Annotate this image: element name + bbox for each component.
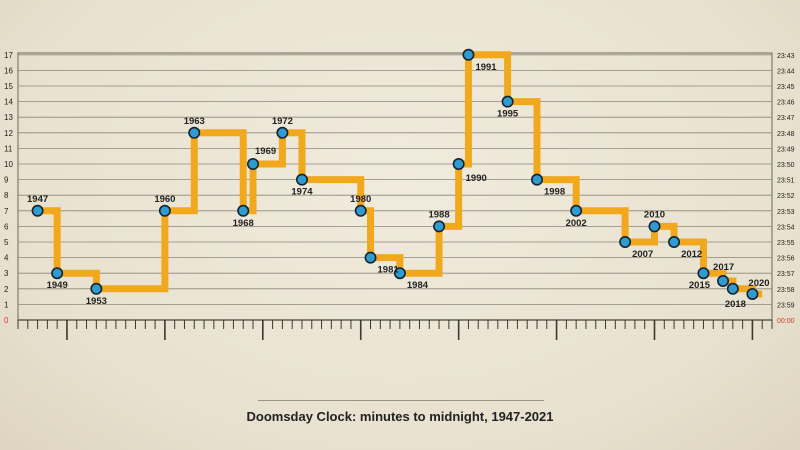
right-tick-label: 23:46 <box>777 100 795 107</box>
point-2017 <box>717 274 730 287</box>
right-tick-label: 23:53 <box>777 209 795 216</box>
y-tick-label: 9 <box>4 176 9 185</box>
y-tick-label: 17 <box>4 51 13 60</box>
point-1947 <box>31 204 44 217</box>
right-tick-label: 23:55 <box>777 240 795 247</box>
y-tick-label: 15 <box>4 82 13 91</box>
point-1963 <box>188 126 201 139</box>
point-label-1984: 1984 <box>407 280 429 291</box>
point-1980 <box>354 204 367 217</box>
point-1984 <box>393 267 406 280</box>
point-label-1947: 1947 <box>27 194 48 205</box>
y-tick-label: 6 <box>4 222 9 231</box>
y-tick-label: 12 <box>4 129 13 138</box>
point-label-1998: 1998 <box>544 187 565 198</box>
y-tick-label: 13 <box>4 113 13 122</box>
point-label-1988: 1988 <box>428 209 449 220</box>
y-tick-label: 16 <box>4 66 13 75</box>
chart-title: Doomsday Clock: minutes to midnight, 194… <box>246 409 554 424</box>
right-tick-label: 00:00 <box>777 318 795 325</box>
point-label-2002: 2002 <box>566 218 587 229</box>
point-label-1963: 1963 <box>184 116 205 127</box>
point-2010 <box>648 220 661 233</box>
right-tick-label: 23:51 <box>777 178 795 185</box>
right-tick-label: 23:49 <box>777 146 795 153</box>
title-divider <box>258 400 544 401</box>
point-2002 <box>570 204 583 217</box>
point-2018 <box>726 282 739 295</box>
right-tick-label: 23:57 <box>777 271 795 278</box>
plot-border <box>17 52 773 321</box>
point-2012 <box>668 236 681 249</box>
right-tick-label: 23:48 <box>777 131 795 138</box>
point-label-2007: 2007 <box>632 249 653 260</box>
point-1974 <box>295 173 308 186</box>
point-2020 <box>746 287 759 300</box>
y-tick-label: 4 <box>4 254 9 263</box>
point-label-2012: 2012 <box>681 249 702 260</box>
point-label-2018: 2018 <box>725 299 746 310</box>
right-tick-label: 23:54 <box>777 224 795 231</box>
y-axis-right: 00:00 23:59 23:58 23:57 23:56 23:55 23:54 23:53… <box>777 53 795 325</box>
y-tick-label: 10 <box>4 160 13 169</box>
point-1969 <box>247 158 260 171</box>
point-label-1953: 1953 <box>86 296 107 307</box>
right-tick-label: 23:59 <box>777 302 795 309</box>
y-tick-label: 2 <box>4 285 9 294</box>
right-tick-label: 23:43 <box>777 53 795 60</box>
y-tick-label: 1 <box>4 300 9 309</box>
point-label-1991: 1991 <box>475 62 497 73</box>
x-axis <box>17 319 773 340</box>
grid-lines <box>18 54 772 305</box>
point-label-1981: 1981 <box>378 265 400 276</box>
right-tick-label: 23:47 <box>777 115 795 122</box>
point-1988 <box>433 220 446 233</box>
right-tick-label: 23:50 <box>777 162 795 169</box>
point-1960 <box>158 204 171 217</box>
y-tick-label: 14 <box>4 98 13 107</box>
point-label-1949: 1949 <box>47 280 68 291</box>
point-label-1960: 1960 <box>154 194 175 205</box>
point-1998 <box>530 173 543 186</box>
y-tick-label: 3 <box>4 269 9 278</box>
point-label-1990: 1990 <box>466 173 487 184</box>
point-label-2015: 2015 <box>689 280 711 291</box>
point-label-1972: 1972 <box>272 116 293 127</box>
step-line <box>37 51 763 298</box>
point-label-1995: 1995 <box>497 109 519 120</box>
right-tick-label: 23:52 <box>777 193 795 200</box>
point-1981 <box>364 251 377 264</box>
point-label-1974: 1974 <box>291 187 313 198</box>
point-1995 <box>501 95 514 108</box>
right-tick-label: 23:56 <box>777 256 795 263</box>
point-2015 <box>697 267 710 280</box>
point-label-2017: 2017 <box>713 262 734 273</box>
point-label-2020: 2020 <box>748 278 769 289</box>
right-tick-label: 23:44 <box>777 68 795 75</box>
y-tick-label: 8 <box>4 191 9 200</box>
point-1968 <box>237 204 250 217</box>
point-1953 <box>90 282 103 295</box>
point-label-2010: 2010 <box>644 209 665 220</box>
plot-frame <box>17 52 773 321</box>
point-label-1980: 1980 <box>350 194 371 205</box>
y-tick-label: 0 <box>4 316 9 325</box>
y-tick-label: 11 <box>4 144 13 153</box>
point-labels: 1947 1949 1953 1960 1963 1968 1969 1972 1974 1980… <box>27 62 770 310</box>
point-1991 <box>462 48 475 61</box>
right-tick-label: 23:58 <box>777 287 795 294</box>
point-1990 <box>452 158 465 171</box>
y-tick-label: 7 <box>4 207 9 216</box>
data-points <box>31 48 759 300</box>
y-tick-label: 5 <box>4 238 9 247</box>
point-1972 <box>276 126 289 139</box>
point-2007 <box>619 236 632 249</box>
series-line <box>37 51 763 298</box>
right-tick-label: 23:45 <box>777 84 795 91</box>
point-label-1968: 1968 <box>233 218 254 229</box>
point-1949 <box>51 267 64 280</box>
point-label-1969: 1969 <box>255 146 276 157</box>
